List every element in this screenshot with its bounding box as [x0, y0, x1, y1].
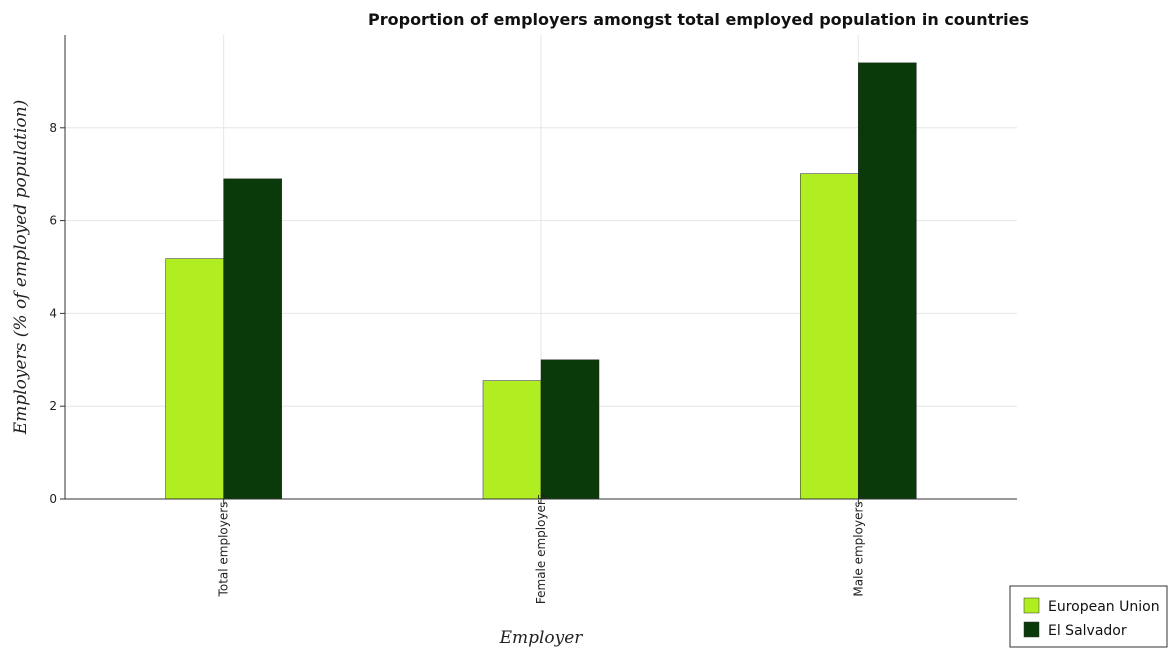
- bar-el-salvador-female-employers: [540, 359, 600, 500]
- x-ticks: Total employers Female employers Male empl…: [217, 494, 866, 604]
- bars: [165, 62, 917, 500]
- x-tick-label: Male employers: [851, 501, 865, 596]
- x-tick-label: Female employers: [534, 494, 548, 604]
- bar-el-salvador-male-employers: [858, 62, 917, 500]
- legend-label-el-salvador: El Salvador: [1048, 623, 1127, 639]
- legend-label-european-union: European Union: [1048, 599, 1160, 615]
- y-axis-label: Employers (% of employed population): [11, 100, 31, 435]
- y-tick-label: 6: [49, 214, 57, 228]
- legend-swatch-el-salvador: [1023, 621, 1040, 638]
- legend: European Union El Salvador: [1009, 585, 1168, 648]
- legend-swatch-european-union: [1023, 597, 1040, 614]
- x-tick-label: Total employers: [217, 502, 231, 598]
- y-tick-label: 4: [49, 306, 57, 320]
- y-tick-label: 8: [49, 121, 57, 135]
- bar-el-salvador-total-employers: [223, 178, 282, 500]
- bar-european-union-male-employers: [800, 173, 859, 500]
- y-tick-label: 2: [49, 399, 57, 413]
- bar-european-union-female-employers: [482, 380, 542, 500]
- x-axis-label: Employer: [499, 628, 584, 648]
- bar-european-union-total-employers: [165, 258, 224, 500]
- y-ticks: 0 2 4 6 8: [49, 121, 65, 506]
- y-tick-label: 0: [49, 492, 57, 506]
- chart-title: Proportion of employers amongst total em…: [368, 10, 1029, 29]
